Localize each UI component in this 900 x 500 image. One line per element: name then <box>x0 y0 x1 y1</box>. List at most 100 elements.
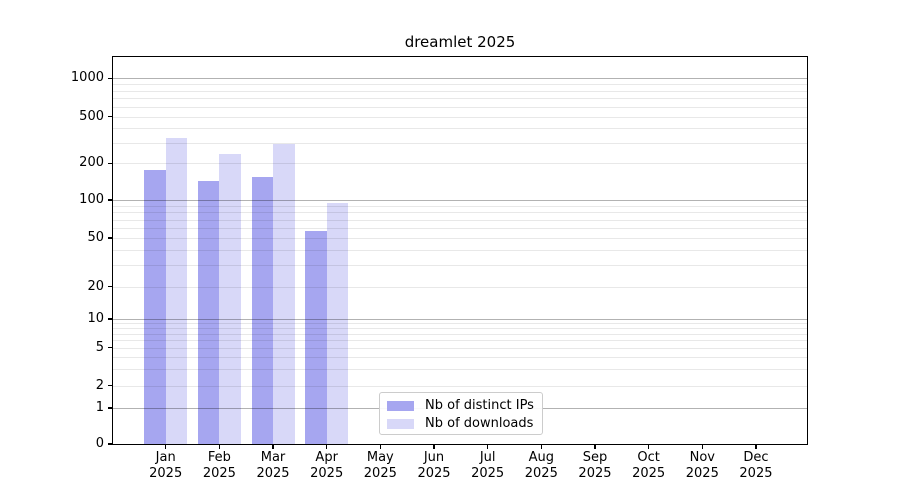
bar-downloads-apr <box>326 202 349 444</box>
x-axis-tick <box>325 444 328 449</box>
minor-gridline <box>113 265 807 267</box>
minor-gridline <box>113 228 807 229</box>
x-axis-tick <box>379 444 382 449</box>
x-label-year: 2025 <box>632 465 666 481</box>
x-label-year: 2025 <box>149 465 183 481</box>
major-gridline <box>113 319 807 320</box>
x-label-year: 2025 <box>202 465 236 481</box>
y-axis-tick <box>108 285 113 288</box>
minor-gridline <box>113 333 807 335</box>
bar-downloads-feb <box>219 154 241 444</box>
x-axis-tick-label: Sep 2025 <box>567 450 623 481</box>
y-axis-tick <box>108 443 113 445</box>
bar-downloads-mar <box>273 144 295 444</box>
y-axis-tick <box>108 77 113 79</box>
y-axis-tick <box>108 162 113 164</box>
minor-gridline <box>113 238 807 239</box>
x-label-month: Sep <box>582 450 608 465</box>
x-label-month: Apr <box>315 450 338 465</box>
legend-label-distinct-ips: Nb of distinct IPs <box>425 398 534 413</box>
bar-distinct-ips-jan <box>144 170 166 444</box>
plot-area <box>113 57 807 444</box>
y-axis-tick-label: 1 <box>95 400 104 415</box>
minor-gridline <box>113 219 807 221</box>
x-label-month: Nov <box>689 450 715 465</box>
y-axis-tick <box>108 199 113 201</box>
y-axis-tick-label: 10 <box>87 311 104 326</box>
x-axis-tick-label: Aug 2025 <box>513 450 569 481</box>
x-axis-tick-label: Oct 2025 <box>621 450 677 481</box>
minor-gridline <box>113 347 807 349</box>
minor-gridline <box>113 116 807 118</box>
x-axis-tick <box>272 444 274 449</box>
minor-gridline <box>113 368 807 370</box>
x-label-year: 2025 <box>417 465 451 481</box>
y-axis-tick <box>108 346 113 349</box>
y-axis-tick-label: 2 <box>95 377 104 393</box>
x-axis-tick <box>540 444 542 449</box>
x-label-month: Jan <box>155 450 176 465</box>
minor-gridline <box>113 385 807 387</box>
x-label-month: Oct <box>637 450 660 465</box>
x-axis-tick-label: Jan 2025 <box>138 450 194 481</box>
minor-gridline <box>113 323 807 325</box>
x-axis-tick <box>647 444 650 449</box>
y-axis-tick <box>108 237 113 239</box>
x-label-year: 2025 <box>471 465 505 481</box>
y-axis-tick-label: 20 <box>87 278 104 294</box>
x-axis-tick <box>165 444 167 449</box>
bar-downloads-jan <box>165 137 188 444</box>
y-axis-tick-label: 1000 <box>70 70 104 86</box>
x-label-month: Mar <box>260 450 286 465</box>
x-axis-tick-label: Jun 2025 <box>406 450 462 481</box>
bar-distinct-ips-apr <box>305 230 327 444</box>
minor-gridline <box>113 106 807 108</box>
major-gridline <box>113 78 807 80</box>
x-label-month: Aug <box>528 450 554 465</box>
x-label-month: Jun <box>423 450 445 465</box>
legend-swatch-distinct-ips <box>387 400 414 411</box>
minor-gridline <box>113 84 807 86</box>
x-label-month: Jul <box>479 450 496 465</box>
x-axis-tick <box>218 444 221 449</box>
minor-gridline <box>113 90 807 92</box>
minor-gridline <box>113 340 807 341</box>
bar-distinct-ips-mar <box>251 176 274 444</box>
minor-gridline <box>113 163 807 165</box>
minor-gridline <box>113 98 807 100</box>
x-label-year: 2025 <box>256 465 290 481</box>
y-axis-tick-label: 5 <box>95 339 104 355</box>
bar-distinct-ips-feb <box>197 181 220 444</box>
x-axis-tick <box>486 444 489 449</box>
x-label-year: 2025 <box>363 465 397 481</box>
y-axis-tick <box>108 318 113 320</box>
legend-item-distinct-ips: Nb of distinct IPs <box>387 397 542 414</box>
x-axis-tick-label: Apr 2025 <box>299 450 355 481</box>
major-gridline <box>113 200 807 201</box>
legend-box: Nb of distinct IPs Nb of downloads <box>379 392 543 435</box>
legend-swatch-downloads <box>387 418 414 429</box>
y-axis-tick <box>108 407 113 409</box>
minor-gridline <box>113 212 807 214</box>
x-axis-tick <box>701 444 703 449</box>
minor-gridline <box>113 356 807 358</box>
legend-label-downloads: Nb of downloads <box>425 416 534 431</box>
y-axis-tick-label: 0 <box>95 436 104 451</box>
minor-gridline <box>113 249 807 251</box>
minor-gridline <box>113 205 807 207</box>
x-axis-tick <box>433 444 435 449</box>
x-label-month: Feb <box>207 450 231 465</box>
chart-title: dreamlet 2025 <box>404 33 516 51</box>
y-axis-tick <box>108 384 113 387</box>
y-axis-tick-label: 50 <box>87 230 104 245</box>
x-label-year: 2025 <box>578 465 612 481</box>
x-label-year: 2025 <box>685 465 719 481</box>
x-axis-tick-label: Mar 2025 <box>245 450 301 481</box>
y-axis-tick-label: 200 <box>79 155 104 171</box>
x-axis-tick <box>594 444 596 449</box>
y-axis-tick-label: 100 <box>79 192 104 207</box>
x-axis-tick-label: May 2025 <box>352 450 408 481</box>
x-axis-tick-label: Feb 2025 <box>191 450 247 481</box>
y-axis-tick-label: 500 <box>79 108 104 124</box>
